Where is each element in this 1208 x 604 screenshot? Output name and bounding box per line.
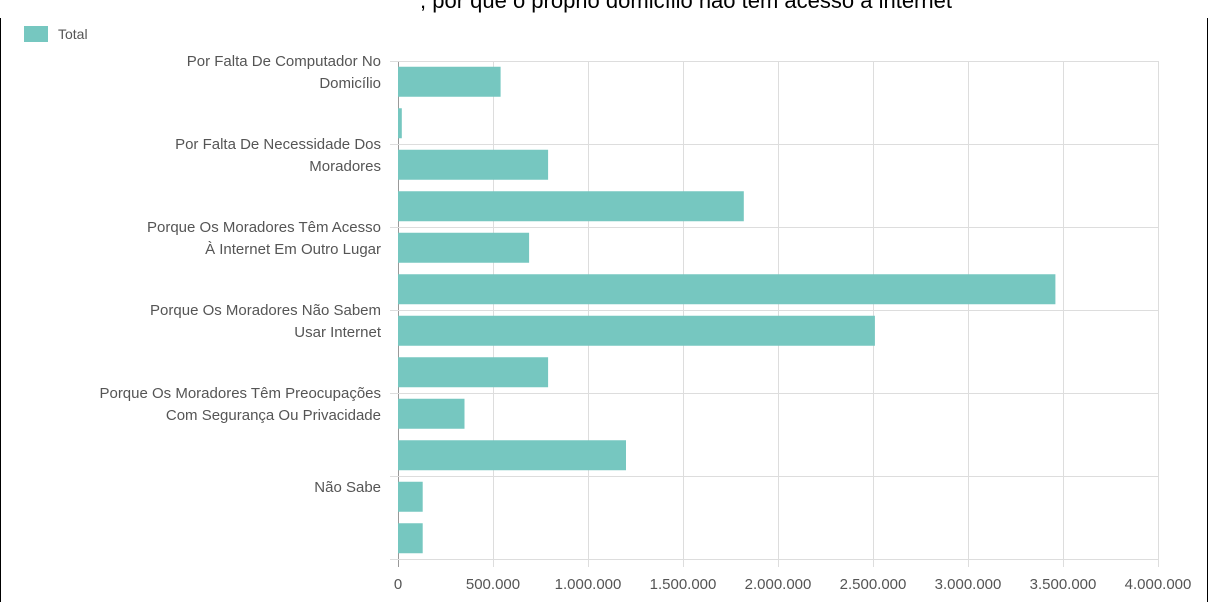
bar[interactable]	[398, 440, 626, 471]
x-tick-label: 3.500.000	[1030, 576, 1097, 593]
bar[interactable]	[398, 274, 1056, 305]
y-axis-category-labels: Por Falta De Computador No Domicílio Por F…	[99, 53, 381, 496]
clipped-title: , por que o próprio domicílio não tem ac…	[420, 0, 952, 13]
bar[interactable]	[398, 108, 402, 139]
bar[interactable]	[398, 232, 530, 263]
legend[interactable]: Total	[24, 26, 88, 42]
clipped-title-strip: , por que o próprio domicílio não tem ac…	[0, 0, 1208, 18]
legend-label: Total	[58, 26, 88, 42]
x-tick-label: 1.500.000	[650, 576, 717, 593]
bar[interactable]	[398, 481, 423, 512]
x-axis-ticks: 0 500.000 1.000.000 1.500.000 2.000.000 2.500…	[394, 576, 1192, 593]
x-tick-label: 3.000.000	[935, 576, 1002, 593]
x-tick-label: 0	[394, 576, 402, 593]
bar[interactable]	[398, 66, 501, 97]
x-tick-label: 4.000.000	[1125, 576, 1192, 593]
x-tick-label: 2.000.000	[745, 576, 812, 593]
bar[interactable]	[398, 191, 744, 222]
y-category-label: Porque Os Moradores Têm Preocupações Com …	[99, 385, 381, 424]
legend-swatch-icon	[24, 26, 48, 42]
y-category-label: Porque Os Moradores Têm Acesso À Internet…	[147, 219, 381, 258]
y-category-label: Por Falta De Necessidade Dos Moradores	[175, 136, 381, 175]
bar[interactable]	[398, 149, 549, 180]
bar[interactable]	[398, 315, 875, 346]
x-tick-label: 2.500.000	[840, 576, 907, 593]
bar[interactable]	[398, 398, 465, 429]
bar[interactable]	[398, 357, 549, 388]
y-category-label: Por Falta De Computador No Domicílio	[187, 53, 381, 92]
x-tick-label: 500.000	[466, 576, 520, 593]
bars	[398, 66, 1056, 554]
y-category-label: Não Sabe	[314, 479, 381, 496]
bar[interactable]	[398, 523, 423, 554]
y-category-label: Porque Os Moradores Não Sabem Usar Intern…	[150, 302, 382, 341]
grid	[390, 61, 1159, 567]
x-tick-label: 1.000.000	[555, 576, 622, 593]
